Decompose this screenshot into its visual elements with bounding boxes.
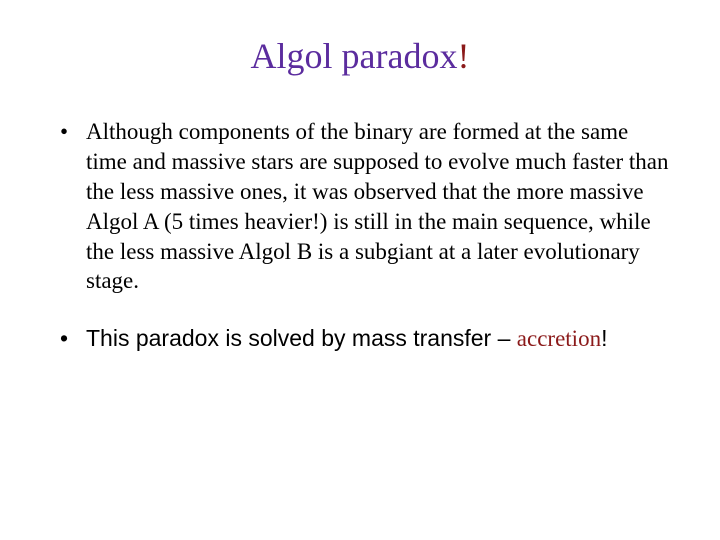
bullet-2-prefix: This paradox is solved by mass transfer … bbox=[86, 325, 517, 351]
title-exclamation: ! bbox=[457, 36, 469, 76]
bullet-1-text: Although components of the binary are fo… bbox=[86, 119, 669, 293]
bullet-list: Although components of the binary are fo… bbox=[50, 117, 670, 354]
title-main-text: Algol paradox bbox=[251, 36, 458, 76]
slide-title: Algol paradox! bbox=[50, 35, 670, 77]
bullet-2-suffix: ! bbox=[601, 325, 607, 351]
bullet-item-2: This paradox is solved by mass transfer … bbox=[50, 324, 670, 354]
bullet-item-1: Although components of the binary are fo… bbox=[50, 117, 670, 296]
bullet-2-highlight: accretion bbox=[517, 326, 601, 351]
